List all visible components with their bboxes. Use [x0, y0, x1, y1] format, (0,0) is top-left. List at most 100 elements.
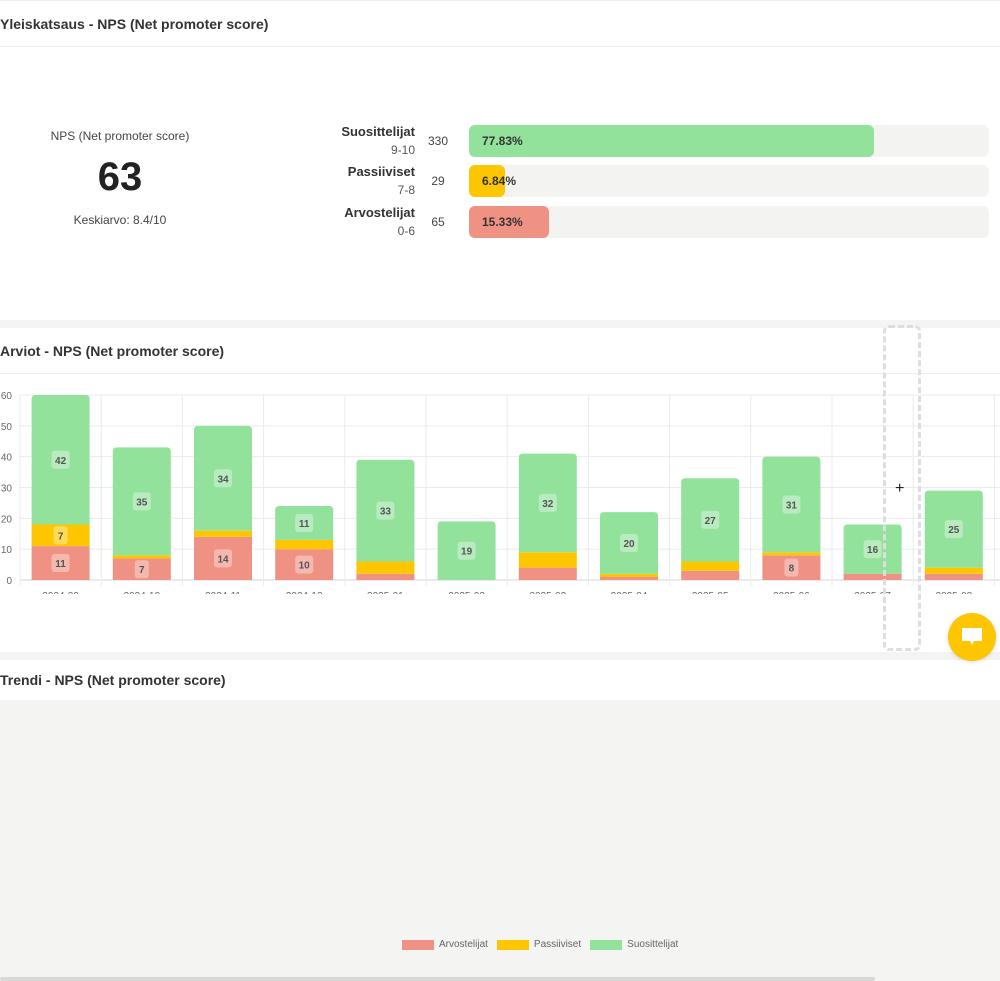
- bar-segment-suosittelijat[interactable]: [31, 395, 90, 525]
- trend-title: Trendi - NPS (Net promoter score): [0, 672, 226, 688]
- data-label-bg: [51, 450, 70, 469]
- data-label-bg: [701, 510, 720, 529]
- distribution-count: 29: [431, 174, 445, 188]
- data-label: 25: [948, 525, 960, 536]
- x-tick-label: 2024-12: [286, 591, 323, 594]
- distribution-row-arvostelijat: Arvostelijat 0-6 65 15.33%: [330, 205, 990, 240]
- legend-item-passiiviset[interactable]: Passiiviset: [496, 939, 581, 950]
- legend-item-suosittelijat[interactable]: Suosittelijat: [590, 939, 678, 950]
- data-label: 7: [139, 565, 145, 576]
- chat-button[interactable]: [948, 613, 996, 661]
- bar-segment-passiiviset[interactable]: [518, 552, 577, 568]
- distribution-range: 7-8: [397, 183, 415, 197]
- data-label-bg: [214, 469, 232, 488]
- distribution-bar-fill: [469, 125, 874, 157]
- bar-segment-passiiviset[interactable]: [681, 561, 740, 571]
- bar-segment-passiiviset[interactable]: [762, 552, 821, 556]
- bar-segment-passiiviset[interactable]: [924, 567, 983, 574]
- x-tick-label: 2025-05: [692, 591, 729, 594]
- x-tick-label: 2025-06: [773, 591, 810, 594]
- bar-segment-arvostelijat[interactable]: [112, 558, 171, 580]
- distribution-bar-fill: [469, 165, 506, 197]
- data-label: 19: [461, 547, 473, 558]
- data-label-bg: [538, 493, 557, 512]
- data-label: 10: [299, 561, 311, 572]
- data-label: 33: [380, 507, 392, 518]
- distribution-name: Passiiviset: [347, 164, 415, 179]
- bar-segment-suosittelijat[interactable]: [843, 524, 902, 574]
- bar-segment-suosittelijat[interactable]: [356, 459, 415, 562]
- bar-segment-arvostelijat[interactable]: [681, 570, 740, 580]
- bar-segment-suosittelijat[interactable]: [600, 512, 658, 574]
- distribution-row-passiiviset: Passiiviset 7-8 29 6.84%: [330, 164, 990, 199]
- x-tick-label: 2025-07: [854, 591, 891, 594]
- bar-segment-passiiviset[interactable]: [275, 539, 334, 550]
- y-tick-label: 30: [1, 484, 13, 495]
- data-label-bg: [134, 560, 149, 579]
- nps-summary: NPS (Net promoter score) 63 Keskiarvo: 8…: [0, 129, 240, 227]
- distribution-bar-fill: [469, 206, 549, 238]
- data-label: 27: [705, 516, 717, 527]
- bar-segment-arvostelijat[interactable]: [194, 536, 252, 580]
- data-label-bg: [457, 541, 476, 560]
- ratings-chart: 0 10 20 30 40 50 60 11 7 42 2024-09 7 35 2024-10 14 34 2…: [1, 391, 1000, 594]
- bar-segment-passiiviset[interactable]: [356, 561, 415, 574]
- x-tick-label: 2024-10: [123, 591, 160, 594]
- y-tick-label: 20: [1, 514, 13, 525]
- y-tick-label: 0: [6, 576, 12, 587]
- bar-segment-passiiviset[interactable]: [194, 530, 252, 537]
- distribution-percent: 6.84%: [482, 174, 517, 188]
- bar-segment-arvostelijat[interactable]: [356, 573, 415, 580]
- data-label: 35: [136, 497, 148, 508]
- bar-segment-suosittelijat[interactable]: [762, 456, 821, 553]
- data-label-bg: [295, 513, 314, 532]
- legend-item-arvostelijat[interactable]: Arvostelijat: [402, 939, 488, 950]
- bar-segment-arvostelijat[interactable]: [600, 576, 658, 580]
- bar-segment-arvostelijat[interactable]: [275, 549, 334, 580]
- distribution-row-suosittelijat: Suosittelijat 9-10 330 77.83%: [330, 124, 990, 159]
- data-label-bg: [376, 501, 395, 520]
- bar-segment-arvostelijat[interactable]: [843, 573, 902, 580]
- chart-legend: Arvostelijat Passiiviset Suosittelijat: [402, 939, 687, 950]
- data-label-bg: [132, 492, 151, 511]
- distribution-count: 65: [431, 215, 445, 229]
- bar-segment-passiiviset[interactable]: [600, 573, 658, 577]
- bar-segment-passiiviset[interactable]: [112, 555, 171, 559]
- bar-segment-arvostelijat[interactable]: [31, 546, 90, 580]
- distribution-range: 9-10: [390, 143, 415, 157]
- overview-title: Yleiskatsaus - NPS (Net promoter score): [0, 1, 1000, 47]
- bar-segment-suosittelijat[interactable]: [112, 447, 171, 556]
- bar-segment-passiiviset[interactable]: [31, 524, 90, 547]
- distribution-count: 330: [427, 134, 449, 148]
- x-tick-label: 2025-02: [448, 591, 485, 594]
- bar-segment-suosittelijat[interactable]: [275, 506, 334, 540]
- bar-segment-arvostelijat[interactable]: [762, 555, 821, 580]
- bar-segment-suosittelijat[interactable]: [194, 425, 252, 531]
- y-tick-label: 60: [1, 391, 13, 402]
- data-label: 20: [623, 539, 635, 550]
- data-label: 31: [786, 500, 798, 511]
- data-label: 14: [217, 554, 229, 565]
- data-label-bg: [214, 549, 232, 568]
- x-tick-label: 2024-09: [42, 591, 79, 594]
- distribution-percent: 77.83%: [482, 134, 523, 148]
- distribution-bar-track: 6.84%: [469, 165, 989, 197]
- data-label-bg: [51, 554, 70, 573]
- nps-average: Keskiarvo: 8.4/10: [73, 213, 167, 227]
- y-tick-label: 10: [1, 545, 13, 556]
- bar-segment-suosittelijat[interactable]: [924, 490, 983, 568]
- horizontal-scrollbar[interactable]: [0, 977, 875, 981]
- data-label-bg: [944, 520, 963, 539]
- y-tick-label: 50: [1, 422, 13, 433]
- x-tick-label: 2025-04: [611, 591, 648, 594]
- bar-segment-suosittelijat[interactable]: [681, 478, 740, 562]
- bar-segment-suosittelijat[interactable]: [518, 453, 577, 553]
- bar-segment-suosittelijat[interactable]: [437, 521, 496, 580]
- distribution-bar-track: 77.83%: [469, 125, 989, 157]
- ratings-card: Arviot - NPS (Net promoter score) 0 10 20 3…: [0, 328, 1000, 981]
- bar-segment-arvostelijat[interactable]: [924, 573, 983, 580]
- data-label: 8: [789, 564, 795, 575]
- drop-zone-placeholder[interactable]: [883, 325, 921, 651]
- overview-card: Yleiskatsaus - NPS (Net promoter score) …: [0, 0, 1000, 320]
- bar-segment-arvostelijat[interactable]: [518, 567, 577, 580]
